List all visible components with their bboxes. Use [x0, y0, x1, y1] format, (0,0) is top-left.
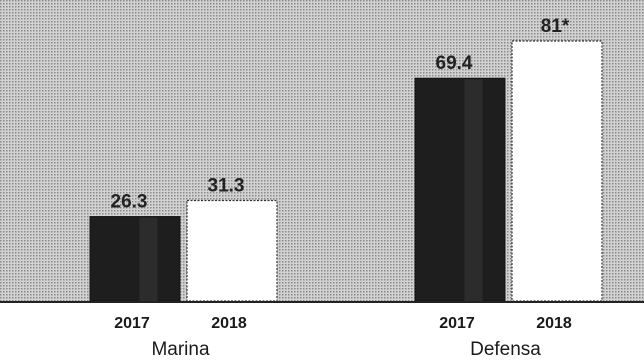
year-label-marina-2017: 2017 — [114, 315, 150, 332]
value-label-marina-2017: 26.3 — [111, 192, 148, 213]
bar-shading-marina-2017 — [139, 217, 158, 301]
bar-defensa-2017 — [414, 77, 506, 302]
year-label-defensa-2018: 2018 — [536, 315, 572, 332]
group-label-defensa: Defensa — [470, 339, 541, 360]
bar-defensa-2018 — [511, 40, 603, 302]
year-label-marina-2018: 2018 — [211, 315, 247, 332]
bar-marina-2018 — [186, 199, 278, 302]
bar-marina-2017 — [89, 216, 181, 302]
value-label-marina-2018: 31.3 — [208, 176, 245, 197]
group-label-marina: Marina — [151, 339, 210, 360]
value-label-defensa-2018: 81* — [541, 16, 570, 37]
value-label-defensa-2017: 69.4 — [436, 53, 473, 74]
bar-shading-defensa-2017 — [464, 79, 483, 302]
labels-layer: 26.3201731.32018Marina69.4201781*2018Def… — [111, 16, 572, 360]
bars-layer — [89, 40, 603, 302]
year-label-defensa-2017: 2017 — [439, 315, 475, 332]
